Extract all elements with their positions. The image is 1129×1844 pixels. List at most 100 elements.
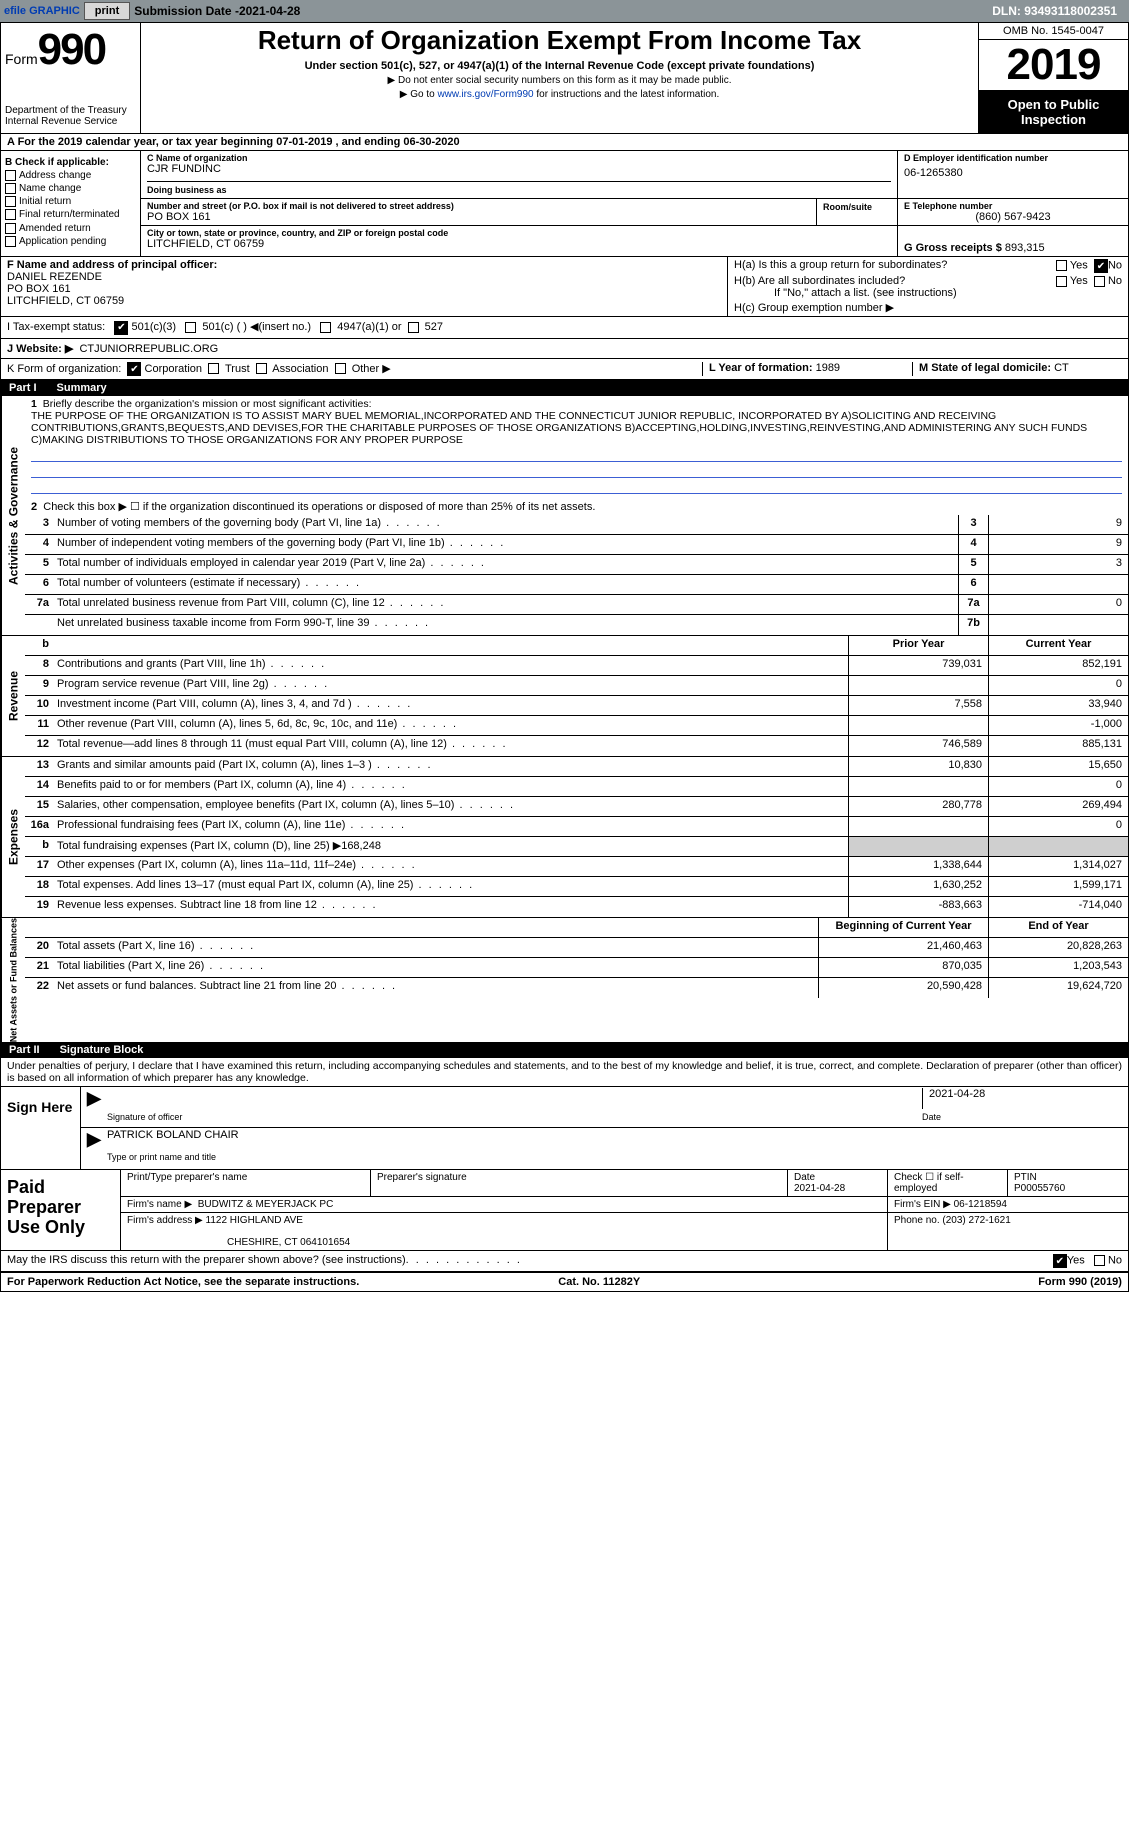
check-initial-return[interactable] [5,196,16,207]
print-button[interactable]: print [84,2,130,20]
form-org-label: K Form of organization: [7,363,121,375]
ha-no-check[interactable]: ✔ [1094,259,1108,273]
prep-name-label: Print/Type preparer's name [127,1172,247,1183]
year-formation-label: L Year of formation: [709,362,813,374]
opt-corporation: Corporation [145,363,202,375]
line-box: 6 [958,575,988,594]
row-j: J Website: ▶ CTJUNIORREPUBLIC.ORG [7,342,722,355]
line-value: 9 [988,515,1128,534]
paid-preparer: Paid Preparer Use Only [1,1170,121,1250]
line-num: 11 [25,716,55,735]
perjury-text: Under penalties of perjury, I declare th… [1,1058,1128,1086]
pra-notice: For Paperwork Reduction Act Notice, see … [7,1276,359,1288]
hb-yes-check[interactable] [1056,276,1067,287]
table-row: 15 Salaries, other compensation, employe… [25,797,1128,817]
check-527[interactable] [408,322,419,333]
line2-text: Check this box ▶ ☐ if the organization d… [43,501,595,513]
col-prior-year: Prior Year [848,636,988,655]
current-value: 33,940 [988,696,1128,715]
check-501c[interactable] [185,322,196,333]
dept-irs: Internal Revenue Service [5,116,136,127]
instruction-2b: for instructions and the latest informat… [534,89,720,100]
phone-label: E Telephone number [904,201,1122,211]
officer-street: PO BOX 161 [7,283,721,295]
check-final-return[interactable] [5,209,16,220]
mission-label: Briefly describe the organization's miss… [43,398,372,410]
row-a-mid: , and ending [332,136,403,148]
col-begin-year: Beginning of Current Year [818,918,988,937]
line-num: 16a [25,817,55,836]
discuss-no-check[interactable] [1094,1255,1105,1266]
line-b: b [25,636,55,655]
ein-value: 06-1265380 [904,167,1122,179]
hb-no-check[interactable] [1094,276,1105,287]
form-header: Form990 Department of the Treasury Inter… [1,23,1128,134]
table-row: 12 Total revenue—add lines 8 through 11 … [25,736,1128,756]
part1-title: Summary [57,382,107,394]
efile-link[interactable]: efile GRAPHIC [4,5,80,17]
line-text: Total unrelated business revenue from Pa… [55,595,958,614]
side-net-assets: Net Assets or Fund Balances [1,918,25,1042]
self-employed: Check ☐ if self-employed [894,1172,964,1194]
check-application-pending[interactable] [5,236,16,247]
current-value: 15,650 [988,757,1128,776]
check-address-change[interactable] [5,170,16,181]
check-amended-return[interactable] [5,223,16,234]
side-revenue: Revenue [1,636,25,756]
prior-value [848,777,988,796]
prior-value: 1,338,644 [848,857,988,876]
lbl-address-change: Address change [19,170,91,181]
topbar: efile GRAPHIC print Submission Date - 20… [0,0,1129,22]
city-label: City or town, state or province, country… [147,228,891,238]
lbl-name-change: Name change [19,183,81,194]
check-501c3[interactable]: ✔ [114,321,128,335]
check-association[interactable] [256,363,267,374]
sign-here: Sign Here [1,1087,81,1169]
line-num: 10 [25,696,55,715]
line-num: 12 [25,736,55,756]
year-formation: 1989 [816,362,840,374]
street-label: Number and street (or P.O. box if mail i… [147,201,810,211]
discuss-yes-check[interactable]: ✔ [1053,1254,1067,1268]
website-value: CTJUNIORREPUBLIC.ORG [79,343,218,355]
state-domicile: CT [1054,362,1069,374]
gross-label: G Gross receipts $ [904,242,1002,254]
check-other[interactable] [335,363,346,374]
side-expenses: Expenses [1,757,25,917]
check-trust[interactable] [208,363,219,374]
prior-value: 7,558 [848,696,988,715]
prep-sig-label: Preparer's signature [377,1172,467,1183]
ha-yes-check[interactable] [1056,260,1067,271]
gov-line: 3 Number of voting members of the govern… [25,515,1128,535]
check-name-change[interactable] [5,183,16,194]
discuss-row: May the IRS discuss this return with the… [1,1250,1128,1271]
blueline [31,448,1122,462]
prior-value: 739,031 [848,656,988,675]
prior-value: -883,663 [848,897,988,917]
part2-title: Signature Block [60,1044,144,1056]
check-4947[interactable] [320,322,331,333]
check-corporation[interactable]: ✔ [127,362,141,376]
firm-name: BUDWITZ & MEYERJACK PC [198,1199,334,1210]
hc-label: H(c) Group exemption number ▶ [734,301,1122,314]
line-num: 6 [25,575,55,594]
line-text: Number of voting members of the governin… [55,515,958,534]
street-value: PO BOX 161 [147,211,810,223]
line-num [25,615,55,635]
gov-line: Net unrelated business taxable income fr… [25,615,1128,635]
line-text: Number of independent voting members of … [55,535,958,554]
line-num: 4 [25,535,55,554]
opt-501c3: 501(c)(3) [131,321,176,333]
current-value: 20,828,263 [988,938,1128,957]
line-text: Total expenses. Add lines 13–17 (must eq… [55,877,848,896]
public-inspection: Open to Public Inspection [979,91,1128,133]
part2-header: Part II Signature Block [1,1042,1128,1058]
prior-value: 870,035 [818,958,988,977]
current-value: 269,494 [988,797,1128,816]
irs-link[interactable]: www.irs.gov/Form990 [437,89,533,100]
org-name-label: C Name of organization [147,153,891,163]
prior-value [848,817,988,836]
prior-value [848,716,988,735]
table-row: 19 Revenue less expenses. Subtract line … [25,897,1128,917]
cat-no: Cat. No. 11282Y [558,1276,640,1288]
